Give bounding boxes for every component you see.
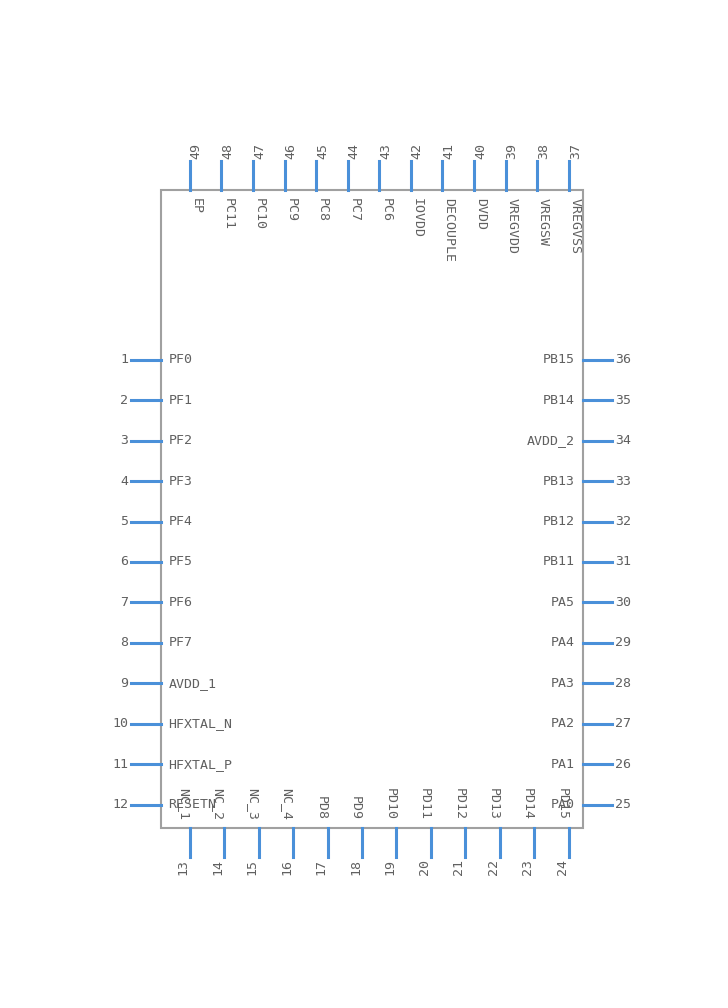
Text: 15: 15 xyxy=(246,859,258,875)
Text: PB12: PB12 xyxy=(543,515,575,528)
Text: 12: 12 xyxy=(112,798,128,811)
Text: 48: 48 xyxy=(221,143,234,159)
Text: PA4: PA4 xyxy=(551,636,575,649)
Text: 1: 1 xyxy=(120,353,128,366)
Text: PF1: PF1 xyxy=(168,393,192,406)
Text: PF4: PF4 xyxy=(168,515,192,528)
Text: 3: 3 xyxy=(120,434,128,448)
Text: 36: 36 xyxy=(615,353,631,366)
Text: NC_4: NC_4 xyxy=(280,788,293,821)
Text: 11: 11 xyxy=(112,758,128,771)
Text: PB15: PB15 xyxy=(543,353,575,366)
Text: PD15: PD15 xyxy=(555,788,569,821)
Text: 41: 41 xyxy=(443,143,456,159)
Text: 5: 5 xyxy=(120,515,128,528)
Text: PF7: PF7 xyxy=(168,636,192,649)
Text: 17: 17 xyxy=(314,859,328,875)
Text: IOVDD: IOVDD xyxy=(411,198,424,238)
Text: 28: 28 xyxy=(615,676,631,689)
Text: 29: 29 xyxy=(615,636,631,649)
Text: DECOUPLE: DECOUPLE xyxy=(443,198,456,262)
Text: 2: 2 xyxy=(120,393,128,406)
Text: 20: 20 xyxy=(418,859,431,875)
Text: 7: 7 xyxy=(120,596,128,609)
Text: PC11: PC11 xyxy=(221,198,234,230)
Text: PC9: PC9 xyxy=(285,198,298,222)
Text: 33: 33 xyxy=(615,475,631,488)
Text: 31: 31 xyxy=(615,555,631,569)
Text: 32: 32 xyxy=(615,515,631,528)
Text: PA1: PA1 xyxy=(551,758,575,771)
Text: PB11: PB11 xyxy=(543,555,575,569)
Text: HFXTAL_N: HFXTAL_N xyxy=(168,718,232,731)
Text: 10: 10 xyxy=(112,718,128,731)
Text: 43: 43 xyxy=(379,143,392,159)
Text: 19: 19 xyxy=(384,859,397,875)
Text: 21: 21 xyxy=(452,859,465,875)
Text: PA0: PA0 xyxy=(551,798,575,811)
Text: PD13: PD13 xyxy=(487,788,500,821)
Text: PF6: PF6 xyxy=(168,596,192,609)
Text: 26: 26 xyxy=(615,758,631,771)
Text: 27: 27 xyxy=(615,718,631,731)
Text: PB13: PB13 xyxy=(543,475,575,488)
Text: 34: 34 xyxy=(615,434,631,448)
Text: PF5: PF5 xyxy=(168,555,192,569)
Text: 9: 9 xyxy=(120,676,128,689)
Text: 16: 16 xyxy=(280,859,293,875)
Text: PB14: PB14 xyxy=(543,393,575,406)
Text: RESETN: RESETN xyxy=(168,798,216,811)
Text: EP: EP xyxy=(190,198,203,214)
Text: PA5: PA5 xyxy=(551,596,575,609)
Text: 23: 23 xyxy=(521,859,534,875)
Text: DVDD: DVDD xyxy=(474,198,487,230)
Text: 40: 40 xyxy=(474,143,487,159)
Text: 44: 44 xyxy=(348,143,360,159)
Text: 6: 6 xyxy=(120,555,128,569)
Text: 13: 13 xyxy=(177,859,190,875)
Text: 39: 39 xyxy=(505,143,518,159)
Text: PA3: PA3 xyxy=(551,676,575,689)
Text: PA2: PA2 xyxy=(551,718,575,731)
Text: 37: 37 xyxy=(569,143,582,159)
Text: 8: 8 xyxy=(120,636,128,649)
Text: PD14: PD14 xyxy=(521,788,534,821)
Text: PC7: PC7 xyxy=(348,198,360,222)
Text: NC_1: NC_1 xyxy=(177,788,190,821)
Bar xyxy=(161,191,582,828)
Text: 25: 25 xyxy=(615,798,631,811)
Text: PF2: PF2 xyxy=(168,434,192,448)
Text: PD8: PD8 xyxy=(314,796,328,821)
Text: 38: 38 xyxy=(537,143,550,159)
Text: 18: 18 xyxy=(349,859,362,875)
Text: PD9: PD9 xyxy=(349,796,362,821)
Text: 4: 4 xyxy=(120,475,128,488)
Text: NC_3: NC_3 xyxy=(246,788,258,821)
Text: 14: 14 xyxy=(211,859,224,875)
Text: PF3: PF3 xyxy=(168,475,192,488)
Text: 24: 24 xyxy=(555,859,569,875)
Text: 22: 22 xyxy=(487,859,500,875)
Text: 42: 42 xyxy=(411,143,424,159)
Text: AVDD_1: AVDD_1 xyxy=(168,676,216,689)
Text: 46: 46 xyxy=(285,143,298,159)
Text: AVDD_2: AVDD_2 xyxy=(527,434,575,448)
Text: PF0: PF0 xyxy=(168,353,192,366)
Text: PC6: PC6 xyxy=(379,198,392,222)
Text: VREGVDD: VREGVDD xyxy=(505,198,518,254)
Text: PD11: PD11 xyxy=(418,788,431,821)
Text: 30: 30 xyxy=(615,596,631,609)
Text: PD12: PD12 xyxy=(452,788,465,821)
Text: 45: 45 xyxy=(316,143,329,159)
Text: VREGSW: VREGSW xyxy=(537,198,550,246)
Text: 49: 49 xyxy=(190,143,203,159)
Text: VREGVSS: VREGVSS xyxy=(569,198,582,254)
Text: 47: 47 xyxy=(253,143,266,159)
Text: 35: 35 xyxy=(615,393,631,406)
Text: PC10: PC10 xyxy=(253,198,266,230)
Text: HFXTAL_P: HFXTAL_P xyxy=(168,758,232,771)
Text: NC_2: NC_2 xyxy=(211,788,224,821)
Text: PC8: PC8 xyxy=(316,198,329,222)
Text: PD10: PD10 xyxy=(384,788,397,821)
